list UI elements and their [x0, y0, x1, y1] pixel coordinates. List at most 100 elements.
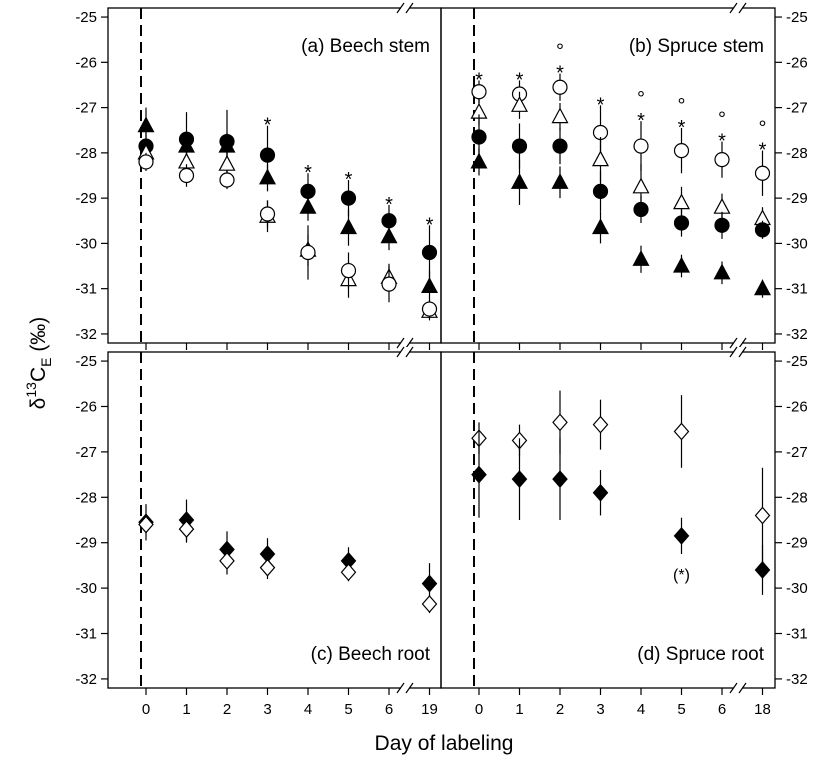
significance-star: * — [637, 110, 645, 132]
axis-break-mark — [396, 346, 405, 358]
significance-circle: ° — [718, 109, 726, 131]
y-tick-label: -32 — [786, 326, 808, 343]
panel-frame — [107, 351, 442, 689]
series-open-triangle — [137, 139, 439, 321]
y-tick-label: -25 — [75, 9, 97, 26]
y-tick-label: -28 — [75, 489, 97, 506]
y-axis-title-prefix: δ — [27, 398, 50, 410]
y-tick-label: -27 — [75, 100, 97, 117]
series-filled-triangle — [137, 107, 439, 303]
significance-star: * — [556, 63, 564, 85]
x-tick-label: 2 — [223, 701, 231, 718]
panel-frame — [107, 7, 442, 344]
data-point-circle — [714, 152, 730, 168]
x-tick-label: 1 — [182, 701, 190, 718]
data-point-triangle — [632, 249, 650, 266]
data-point-triangle — [510, 96, 529, 112]
y-tick-label: -28 — [786, 489, 808, 506]
axis-break-mark — [729, 346, 738, 358]
data-point-circle — [511, 138, 528, 154]
axis-break-mark — [729, 682, 738, 694]
data-point-circle — [340, 190, 357, 206]
data-point-triangle — [713, 197, 731, 214]
series-open-circle — [471, 73, 771, 196]
axis-break-gap — [401, 683, 409, 693]
significance-star: * — [475, 69, 483, 91]
axis-break-mark — [396, 2, 405, 14]
y-tick-label: -27 — [786, 100, 808, 117]
panel-title: (d) Spruce root — [637, 644, 764, 665]
panel-c: -32 -31 -30 -29 -28 -27 -26 -25 0 1 2 3 4 5 6 19 (c) Bee… — [75, 346, 442, 718]
data-point-circle — [421, 301, 438, 317]
y-tick-label: -32 — [75, 326, 97, 343]
series-open-diamond — [138, 515, 438, 614]
y-tick-label: -31 — [75, 281, 97, 298]
series-open-circle — [138, 152, 438, 319]
y-tick-label: -25 — [75, 353, 97, 370]
panel-frame — [440, 7, 776, 344]
axis-break-gap — [734, 338, 742, 348]
x-tick-label: 5 — [677, 701, 685, 718]
data-point-triangle — [470, 152, 488, 169]
panel-title: (b) Spruce stem — [629, 36, 764, 57]
data-point-triangle — [218, 154, 236, 171]
data-point-circle — [673, 143, 690, 159]
y-axis-title-suffix: (‰) — [27, 317, 50, 358]
panel-b: -32 -31 -30 -29 -28 -27 -26 -25 (b) Spruce stem *… — [440, 2, 808, 350]
y-tick-label: -26 — [75, 54, 97, 71]
data-point-triangle — [551, 173, 569, 189]
y-axis-title: δ13CE (‰) — [23, 317, 54, 410]
data-point-triangle — [591, 218, 610, 235]
data-point-diamond — [138, 515, 154, 534]
data-point-circle — [714, 217, 730, 233]
data-point-triangle — [299, 197, 317, 214]
data-point-circle — [300, 244, 316, 261]
y-tick-label: -28 — [75, 145, 97, 162]
data-point-diamond — [673, 526, 690, 545]
significance-star: * — [516, 69, 524, 91]
data-point-diamond — [259, 558, 276, 577]
y-axis-title-sub: E — [38, 358, 54, 367]
series-filled-diamond — [471, 431, 771, 595]
significance-star: * — [597, 94, 605, 116]
data-point-diamond — [178, 520, 195, 538]
axis-break-mark — [729, 337, 738, 349]
x-tick-label: 0 — [475, 701, 483, 718]
significance-circle: ° — [678, 95, 686, 117]
data-point-triangle — [420, 277, 439, 294]
data-point-diamond — [421, 595, 438, 613]
x-tick-label: 2 — [556, 701, 564, 718]
axis-break-mark — [405, 346, 414, 358]
data-point-diamond — [552, 413, 568, 432]
x-tick-label: 4 — [304, 701, 312, 718]
y-tick-label: -31 — [786, 281, 808, 298]
data-point-circle — [552, 79, 568, 95]
axis-break-mark — [396, 682, 405, 694]
x-tick-label: 1 — [515, 701, 523, 718]
y-tick-label: -25 — [786, 353, 808, 370]
y-tick-label: -31 — [75, 626, 97, 643]
axis-break-mark — [738, 682, 747, 694]
data-point-diamond — [511, 470, 528, 489]
y-axis-title-sup: 13 — [23, 382, 39, 398]
y-tick-label: -29 — [75, 190, 97, 207]
data-point-triangle — [380, 227, 398, 244]
panel-title: (a) Beech stem — [301, 36, 430, 57]
y-tick-label: -30 — [75, 235, 97, 252]
data-point-circle — [340, 262, 357, 279]
significance-star: * — [426, 214, 434, 236]
data-point-diamond — [219, 551, 235, 570]
x-tick-label: 0 — [142, 701, 150, 718]
axis-break-gap — [734, 347, 742, 357]
y-tick-label: -31 — [786, 626, 808, 643]
series-filled-triangle — [470, 148, 772, 298]
y-tick-label: -30 — [786, 580, 808, 597]
axis-break-mark — [405, 682, 414, 694]
data-point-triangle — [137, 116, 155, 133]
panel-title: (c) Beech root — [311, 644, 431, 665]
data-point-diamond — [552, 470, 568, 489]
x-axis-title: Day of labeling — [375, 732, 514, 755]
axis-break-gap — [401, 347, 409, 357]
significance-star: * — [385, 194, 393, 216]
